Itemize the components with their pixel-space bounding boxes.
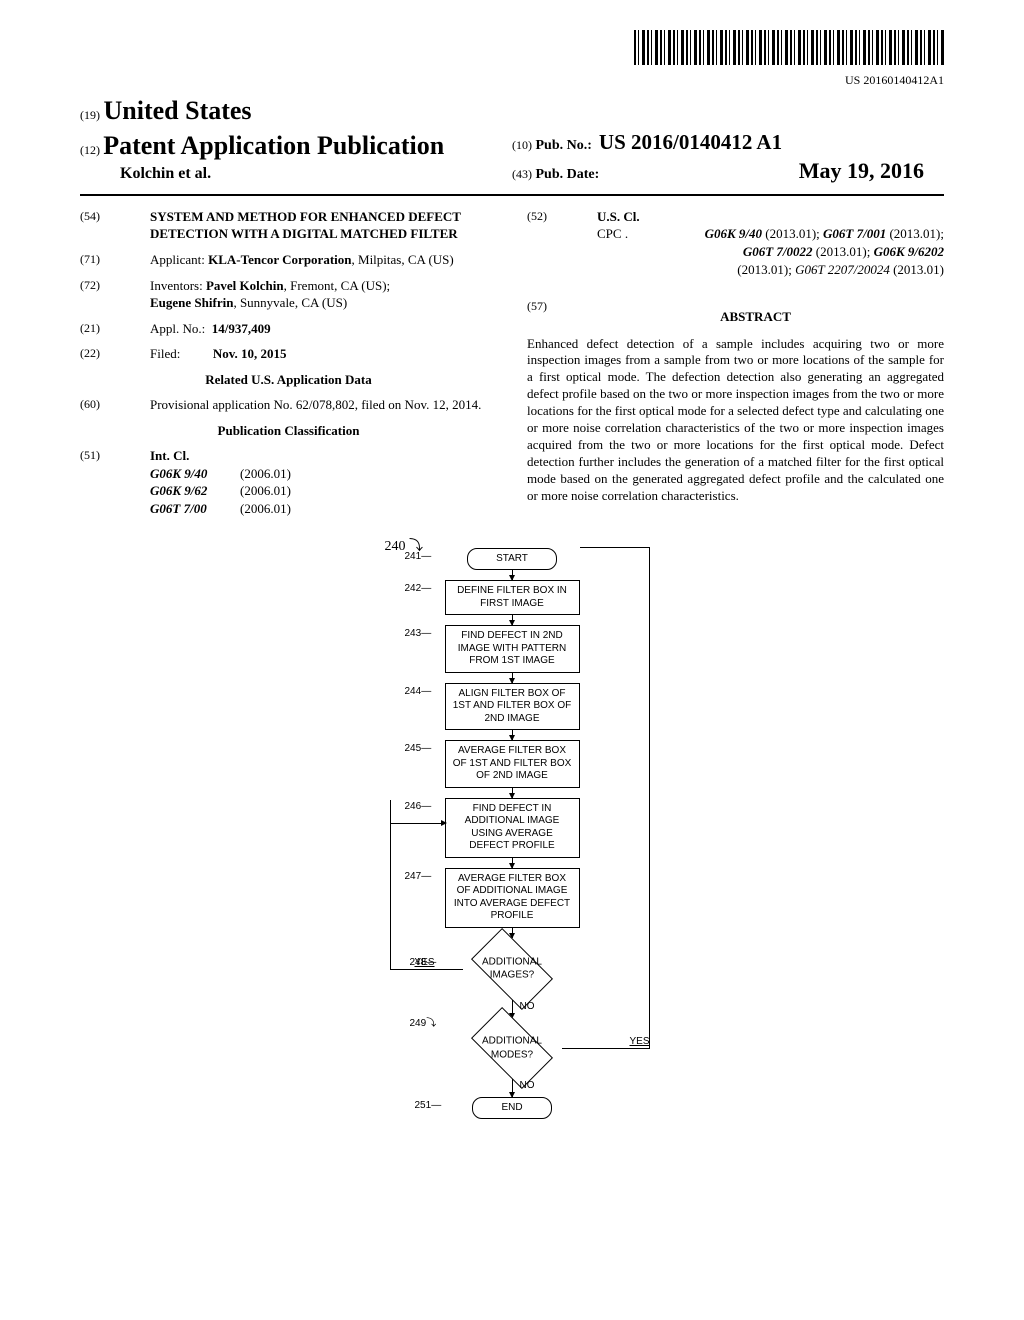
cpc1: G06K 9/40 xyxy=(705,226,762,241)
invention-title: SYSTEM AND METHOD FOR ENHANCED DEFECT DE… xyxy=(150,208,497,243)
fc-node-242: DEFINE FILTER BOX IN FIRST IMAGE xyxy=(445,580,580,615)
header-pub-row: (12) Patent Application Publication Kolc… xyxy=(80,128,944,186)
intcl-date-2: (2006.01) xyxy=(240,500,291,518)
applno-label: Appl. No.: xyxy=(150,321,205,336)
country-name: United States xyxy=(104,96,252,125)
provisional-text: Provisional application No. 62/078,802, … xyxy=(150,396,481,414)
flowchart: 240 ⤵ 241— START 242— DEFINE FILTER BOX … xyxy=(445,548,580,1120)
fc-node-end: END xyxy=(472,1097,552,1120)
fc-node-start: START xyxy=(467,548,557,571)
intcl-date-1: (2006.01) xyxy=(240,482,291,500)
fc-node-246: FIND DEFECT IN ADDITIONAL IMAGE USING AV… xyxy=(445,798,580,858)
inventors-label: Inventors: xyxy=(150,278,203,293)
abstract-label: ABSTRACT xyxy=(567,308,944,326)
s51: (51) xyxy=(80,447,150,517)
inventor1-name: Pavel Kolchin xyxy=(206,278,284,293)
fc-ref-243: 243— xyxy=(405,627,432,641)
authors-line: Kolchin et al. xyxy=(120,163,512,185)
fc-edge-loop-h1 xyxy=(390,823,445,824)
applno-value: 14/937,409 xyxy=(212,321,271,336)
filed-value: Nov. 10, 2015 xyxy=(213,346,287,361)
fc-label-248-yes: YES xyxy=(415,956,435,970)
fc-node-247: AVERAGE FILTER BOX OF ADDITIONAL IMAGE I… xyxy=(445,868,580,928)
fc-node-245: AVERAGE FILTER BOX OF 1ST AND FILTER BOX… xyxy=(445,740,580,788)
fc-edge-249-yes-v xyxy=(649,547,650,1048)
cpc2-date: (2013.01); xyxy=(886,226,944,241)
s71: (71) xyxy=(80,251,150,269)
fc-ref-249: 249⤵ xyxy=(410,1017,437,1031)
applicant-label: Applicant: xyxy=(150,252,205,267)
fc-ref-251: 251— xyxy=(415,1099,442,1113)
cpc4-date: (2013.01); xyxy=(737,262,795,277)
header-country-row: (19) United States xyxy=(80,93,944,128)
intcl-code-2: G06T 7/00 xyxy=(150,500,240,518)
cpc4: G06K 9/6202 xyxy=(874,244,944,259)
inventor2-name: Eugene Shifrin xyxy=(150,295,233,310)
prefix-12: (12) xyxy=(80,143,100,157)
fc-label-248-no: NO xyxy=(475,1000,580,1014)
prefix-43: (43) xyxy=(512,166,532,182)
cpc2: G06T 7/001 xyxy=(823,226,886,241)
right-column: (52) U.S. Cl. CPC . G06K 9/40 (2013.01);… xyxy=(527,208,944,518)
fc-ref-246: 246— xyxy=(405,800,432,814)
s52: (52) xyxy=(527,208,597,278)
barcode-region: US 20160140412A1 xyxy=(80,30,944,88)
cpc-label: CPC . xyxy=(597,225,628,243)
fc-node-249: ADDITIONAL MODES? xyxy=(462,1017,562,1079)
s72: (72) xyxy=(80,277,150,312)
pubclass-title: Publication Classification xyxy=(80,422,497,440)
two-column-body: (54) SYSTEM AND METHOD FOR ENHANCED DEFE… xyxy=(80,208,944,518)
cpc3-date: (2013.01); xyxy=(813,244,874,259)
fc-ref-242: 242— xyxy=(405,582,432,596)
related-data-title: Related U.S. Application Data xyxy=(80,371,497,389)
s57: (57) xyxy=(527,298,567,336)
s54: (54) xyxy=(80,208,150,243)
prefix-19: (19) xyxy=(80,108,100,122)
intcl-code-0: G06K 9/40 xyxy=(150,465,240,483)
left-column: (54) SYSTEM AND METHOD FOR ENHANCED DEFE… xyxy=(80,208,497,518)
pubno-label: Pub. No.: xyxy=(536,138,592,153)
intcl-label: Int. Cl. xyxy=(150,448,189,463)
abstract-text: Enhanced defect detection of a sample in… xyxy=(527,336,944,505)
arrow-head-icon xyxy=(441,820,447,826)
fc-ref-247: 247— xyxy=(405,870,432,884)
s60: (60) xyxy=(80,396,150,414)
fc-node-243: FIND DEFECT IN 2ND IMAGE WITH PATTERN FR… xyxy=(445,625,580,673)
fc-ref-245: 245— xyxy=(405,742,432,756)
s21: (21) xyxy=(80,320,150,338)
doc-type: Patent Application Publication xyxy=(103,131,444,160)
inventor1-loc: , Fremont, CA (US); xyxy=(284,278,391,293)
fc-node-248: ADDITIONAL IMAGES? xyxy=(462,938,562,1000)
s22: (22) xyxy=(80,345,150,363)
filed-label: Filed: xyxy=(150,346,180,361)
fc-edge-249-yes-h2 xyxy=(580,547,650,548)
fc-label-249-no: NO xyxy=(475,1079,580,1093)
cpc3: G06T 7/0022 xyxy=(743,244,813,259)
fc-node-244: ALIGN FILTER BOX OF 1ST AND FILTER BOX O… xyxy=(445,683,580,731)
applicant-name: KLA-Tencor Corporation xyxy=(208,252,351,267)
cpc5: G06T 2207/20024 xyxy=(795,262,890,277)
cpc1-date: (2013.01); xyxy=(762,226,823,241)
intcl-date-0: (2006.01) xyxy=(240,465,291,483)
barcode-graphic xyxy=(634,30,944,65)
fc-edge-248-yes-v xyxy=(390,800,391,969)
prefix-10: (10) xyxy=(512,138,532,152)
barcode-text: US 20160140412A1 xyxy=(80,72,944,88)
fc-label-249-yes: YES xyxy=(629,1035,649,1049)
inventor2-loc: , Sunnyvale, CA (US) xyxy=(233,295,347,310)
cpc5-date: (2013.01) xyxy=(890,262,944,277)
uscl-label: U.S. Cl. xyxy=(597,209,640,224)
intcl-code-1: G06K 9/62 xyxy=(150,482,240,500)
flowchart-region: 240 ⤵ 241— START 242— DEFINE FILTER BOX … xyxy=(80,548,944,1120)
applicant-loc: , Milpitas, CA (US) xyxy=(352,252,454,267)
pubdate-label: Pub. Date: xyxy=(536,166,600,185)
fc-ref-241: 241— xyxy=(405,550,432,564)
pubdate-value: May 19, 2016 xyxy=(799,156,944,186)
fc-ref-244: 244— xyxy=(405,685,432,699)
pubno-value: US 2016/0140412 A1 xyxy=(599,130,782,154)
header-divider xyxy=(80,194,944,196)
